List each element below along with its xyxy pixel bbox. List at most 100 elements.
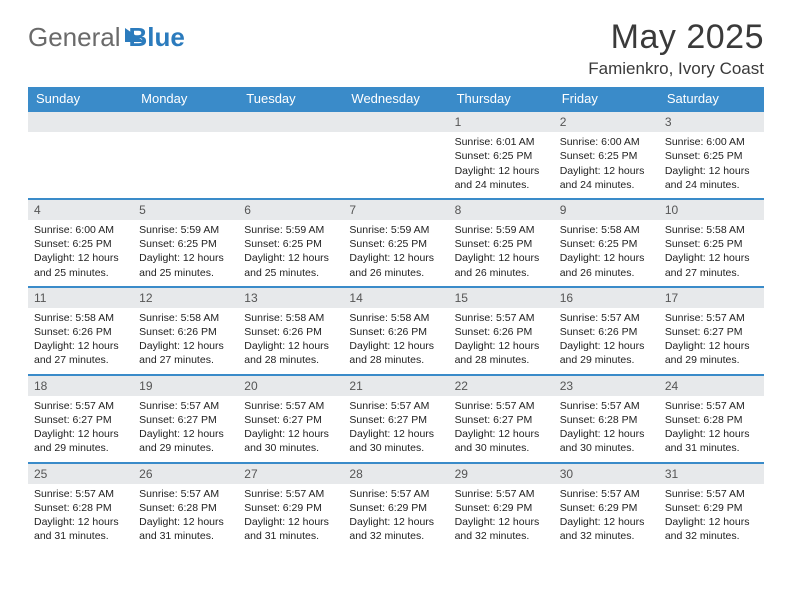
daylight-line: Daylight: 12 hours and 31 minutes. — [139, 515, 232, 543]
calendar-week: 4Sunrise: 6:00 AMSunset: 6:25 PMDaylight… — [28, 199, 764, 287]
daylight-line: Daylight: 12 hours and 26 minutes. — [455, 251, 548, 279]
brand-logo: General Blue — [28, 18, 185, 53]
daylight-line: Daylight: 12 hours and 25 minutes. — [244, 251, 337, 279]
calendar-cell: 12Sunrise: 5:58 AMSunset: 6:26 PMDayligh… — [133, 287, 238, 375]
sunset-line: Sunset: 6:26 PM — [139, 325, 232, 339]
day-number: 6 — [238, 200, 343, 220]
calendar-cell — [28, 111, 133, 199]
day-details: Sunrise: 5:57 AMSunset: 6:28 PMDaylight:… — [28, 484, 133, 550]
day-details: Sunrise: 5:59 AMSunset: 6:25 PMDaylight:… — [343, 220, 448, 286]
calendar-cell: 20Sunrise: 5:57 AMSunset: 6:27 PMDayligh… — [238, 375, 343, 463]
sunrise-line: Sunrise: 5:57 AM — [244, 487, 337, 501]
sunset-line: Sunset: 6:28 PM — [560, 413, 653, 427]
day-number: 17 — [659, 288, 764, 308]
location: Famienkro, Ivory Coast — [588, 59, 764, 79]
calendar-cell: 26Sunrise: 5:57 AMSunset: 6:28 PMDayligh… — [133, 463, 238, 550]
calendar-cell: 7Sunrise: 5:59 AMSunset: 6:25 PMDaylight… — [343, 199, 448, 287]
day-number: 27 — [238, 464, 343, 484]
sunset-line: Sunset: 6:25 PM — [244, 237, 337, 251]
day-details: Sunrise: 5:57 AMSunset: 6:29 PMDaylight:… — [238, 484, 343, 550]
calendar-cell: 1Sunrise: 6:01 AMSunset: 6:25 PMDaylight… — [449, 111, 554, 199]
day-details-empty — [238, 132, 343, 192]
day-number: 16 — [554, 288, 659, 308]
calendar-cell: 23Sunrise: 5:57 AMSunset: 6:28 PMDayligh… — [554, 375, 659, 463]
day-details: Sunrise: 5:57 AMSunset: 6:27 PMDaylight:… — [659, 308, 764, 374]
daylight-line: Daylight: 12 hours and 25 minutes. — [139, 251, 232, 279]
sunset-line: Sunset: 6:26 PM — [34, 325, 127, 339]
calendar-week: 11Sunrise: 5:58 AMSunset: 6:26 PMDayligh… — [28, 287, 764, 375]
header: General Blue May 2025 Famienkro, Ivory C… — [28, 18, 764, 79]
sunrise-line: Sunrise: 5:57 AM — [34, 487, 127, 501]
daylight-line: Daylight: 12 hours and 27 minutes. — [34, 339, 127, 367]
day-number: 11 — [28, 288, 133, 308]
day-details: Sunrise: 5:58 AMSunset: 6:26 PMDaylight:… — [28, 308, 133, 374]
calendar-cell: 8Sunrise: 5:59 AMSunset: 6:25 PMDaylight… — [449, 199, 554, 287]
calendar-cell: 22Sunrise: 5:57 AMSunset: 6:27 PMDayligh… — [449, 375, 554, 463]
day-details: Sunrise: 5:57 AMSunset: 6:27 PMDaylight:… — [343, 396, 448, 462]
day-number: 31 — [659, 464, 764, 484]
sunrise-line: Sunrise: 6:00 AM — [560, 135, 653, 149]
day-number: 23 — [554, 376, 659, 396]
day-details: Sunrise: 6:01 AMSunset: 6:25 PMDaylight:… — [449, 132, 554, 198]
sunrise-line: Sunrise: 6:00 AM — [34, 223, 127, 237]
sunset-line: Sunset: 6:27 PM — [349, 413, 442, 427]
daylight-line: Daylight: 12 hours and 29 minutes. — [665, 339, 758, 367]
day-details: Sunrise: 5:57 AMSunset: 6:29 PMDaylight:… — [554, 484, 659, 550]
calendar-body: 1Sunrise: 6:01 AMSunset: 6:25 PMDaylight… — [28, 111, 764, 549]
calendar-cell: 10Sunrise: 5:58 AMSunset: 6:25 PMDayligh… — [659, 199, 764, 287]
sunrise-line: Sunrise: 5:57 AM — [560, 399, 653, 413]
calendar-cell: 9Sunrise: 5:58 AMSunset: 6:25 PMDaylight… — [554, 199, 659, 287]
day-details: Sunrise: 5:59 AMSunset: 6:25 PMDaylight:… — [449, 220, 554, 286]
day-details: Sunrise: 5:57 AMSunset: 6:29 PMDaylight:… — [343, 484, 448, 550]
day-number: 29 — [449, 464, 554, 484]
sunset-line: Sunset: 6:25 PM — [560, 237, 653, 251]
day-details: Sunrise: 5:59 AMSunset: 6:25 PMDaylight:… — [238, 220, 343, 286]
daylight-line: Daylight: 12 hours and 26 minutes. — [349, 251, 442, 279]
sunset-line: Sunset: 6:29 PM — [560, 501, 653, 515]
sunrise-line: Sunrise: 6:00 AM — [665, 135, 758, 149]
day-header: Friday — [554, 87, 659, 111]
calendar-cell: 3Sunrise: 6:00 AMSunset: 6:25 PMDaylight… — [659, 111, 764, 199]
day-details: Sunrise: 5:59 AMSunset: 6:25 PMDaylight:… — [133, 220, 238, 286]
day-number: 21 — [343, 376, 448, 396]
daylight-line: Daylight: 12 hours and 27 minutes. — [139, 339, 232, 367]
day-details: Sunrise: 6:00 AMSunset: 6:25 PMDaylight:… — [554, 132, 659, 198]
sunrise-line: Sunrise: 5:57 AM — [455, 487, 548, 501]
calendar-table: SundayMondayTuesdayWednesdayThursdayFrid… — [28, 87, 764, 549]
sunset-line: Sunset: 6:28 PM — [34, 501, 127, 515]
day-details: Sunrise: 5:57 AMSunset: 6:29 PMDaylight:… — [449, 484, 554, 550]
day-details: Sunrise: 5:57 AMSunset: 6:28 PMDaylight:… — [133, 484, 238, 550]
sunrise-line: Sunrise: 5:57 AM — [560, 311, 653, 325]
calendar-cell — [238, 111, 343, 199]
calendar-week: 18Sunrise: 5:57 AMSunset: 6:27 PMDayligh… — [28, 375, 764, 463]
daylight-line: Daylight: 12 hours and 24 minutes. — [455, 164, 548, 192]
day-details: Sunrise: 5:58 AMSunset: 6:26 PMDaylight:… — [238, 308, 343, 374]
calendar-cell: 31Sunrise: 5:57 AMSunset: 6:29 PMDayligh… — [659, 463, 764, 550]
sunrise-line: Sunrise: 5:58 AM — [665, 223, 758, 237]
daylight-line: Daylight: 12 hours and 24 minutes. — [560, 164, 653, 192]
daylight-line: Daylight: 12 hours and 30 minutes. — [349, 427, 442, 455]
sunrise-line: Sunrise: 5:59 AM — [139, 223, 232, 237]
calendar-cell: 19Sunrise: 5:57 AMSunset: 6:27 PMDayligh… — [133, 375, 238, 463]
sunrise-line: Sunrise: 6:01 AM — [455, 135, 548, 149]
sunrise-line: Sunrise: 5:58 AM — [349, 311, 442, 325]
day-number: 12 — [133, 288, 238, 308]
sunrise-line: Sunrise: 5:57 AM — [665, 399, 758, 413]
day-details: Sunrise: 6:00 AMSunset: 6:25 PMDaylight:… — [659, 132, 764, 198]
calendar-cell: 27Sunrise: 5:57 AMSunset: 6:29 PMDayligh… — [238, 463, 343, 550]
daylight-line: Daylight: 12 hours and 26 minutes. — [560, 251, 653, 279]
day-details: Sunrise: 5:57 AMSunset: 6:27 PMDaylight:… — [238, 396, 343, 462]
sunset-line: Sunset: 6:28 PM — [139, 501, 232, 515]
day-number-empty — [133, 112, 238, 132]
daylight-line: Daylight: 12 hours and 28 minutes. — [455, 339, 548, 367]
day-details: Sunrise: 5:58 AMSunset: 6:25 PMDaylight:… — [554, 220, 659, 286]
calendar-cell: 15Sunrise: 5:57 AMSunset: 6:26 PMDayligh… — [449, 287, 554, 375]
daylight-line: Daylight: 12 hours and 29 minutes. — [560, 339, 653, 367]
day-details-empty — [133, 132, 238, 192]
sunset-line: Sunset: 6:25 PM — [560, 149, 653, 163]
day-number: 13 — [238, 288, 343, 308]
sunrise-line: Sunrise: 5:57 AM — [665, 487, 758, 501]
day-header: Monday — [133, 87, 238, 111]
day-details: Sunrise: 5:58 AMSunset: 6:26 PMDaylight:… — [343, 308, 448, 374]
day-number-empty — [343, 112, 448, 132]
